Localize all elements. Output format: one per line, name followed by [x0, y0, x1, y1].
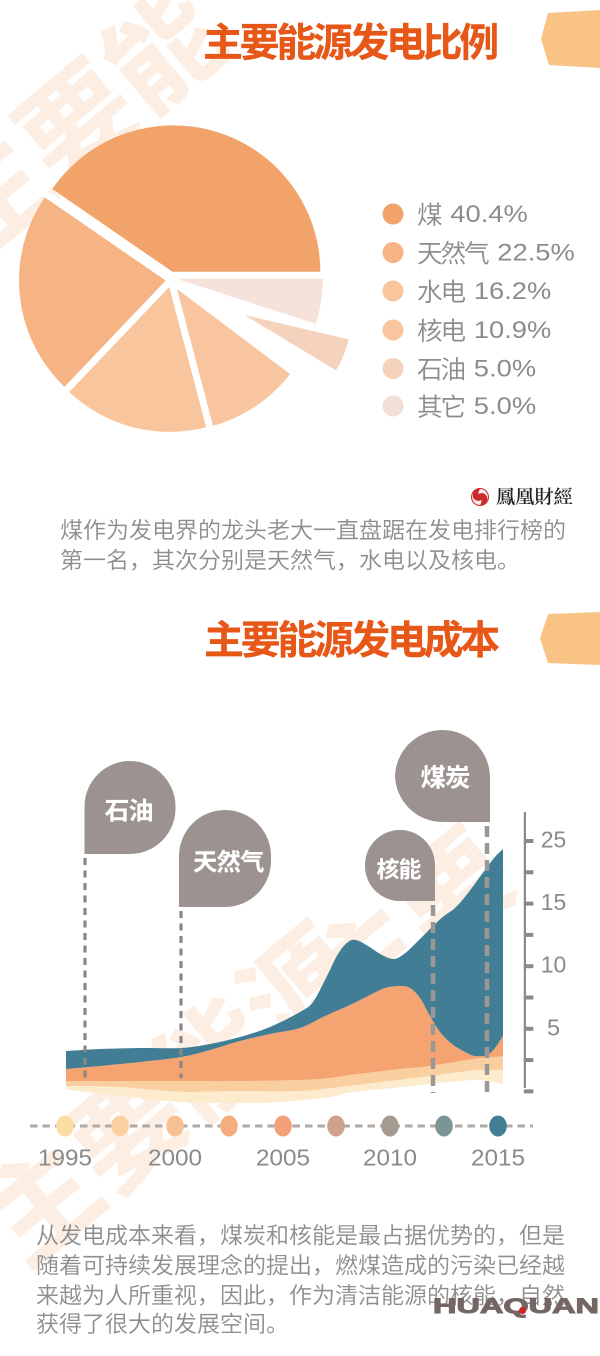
- svg-text:5.0%: 5.0%: [474, 393, 536, 420]
- svg-text:25: 25: [541, 827, 567, 853]
- svg-text:5.0%: 5.0%: [474, 355, 536, 382]
- svg-text:16.2%: 16.2%: [474, 278, 552, 305]
- svg-text:2000: 2000: [148, 1145, 202, 1171]
- svg-text:5: 5: [547, 1014, 560, 1040]
- svg-text:1995: 1995: [38, 1145, 92, 1171]
- svg-text:2015: 2015: [471, 1145, 525, 1171]
- svg-text:HUAQUAN: HUAQUAN: [433, 1294, 599, 1318]
- svg-text:2005: 2005: [256, 1145, 310, 1171]
- svg-text:2010: 2010: [363, 1145, 417, 1171]
- svg-text:40.4%: 40.4%: [450, 201, 528, 228]
- svg-text:10: 10: [541, 952, 567, 978]
- svg-text:10.9%: 10.9%: [474, 317, 552, 344]
- svg-text:22.5%: 22.5%: [497, 239, 575, 266]
- svg-text:15: 15: [541, 889, 567, 915]
